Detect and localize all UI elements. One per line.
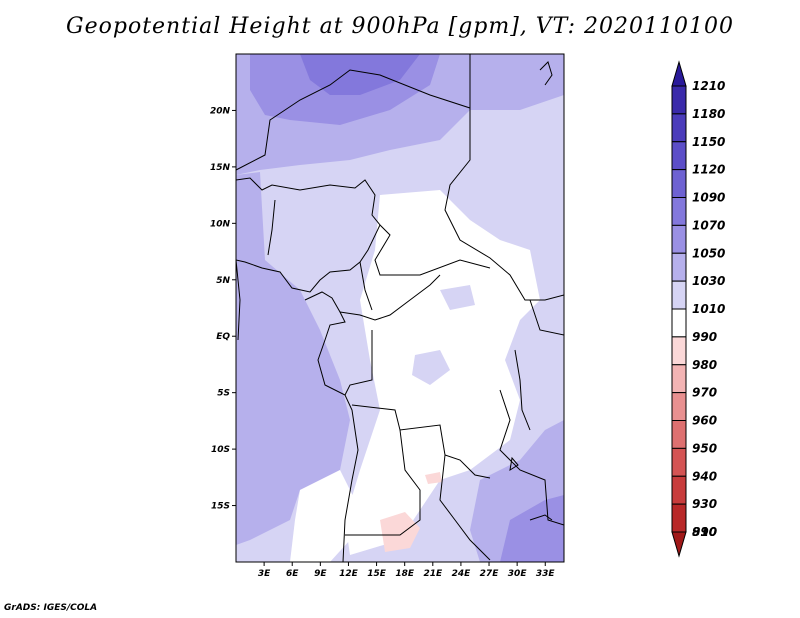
colorbar-swatch [671, 420, 687, 449]
colorbar-swatch [671, 252, 687, 282]
lat-axis: 20N 15N 10N 5N EQ 5S 10S 15S [210, 106, 236, 512]
map-field [236, 54, 564, 562]
lat-tick-label: 10S [211, 445, 230, 455]
colorbar-label: 980 [692, 358, 717, 372]
map-title: Geopotential Height at 900hPa [gpm], VT:… [66, 14, 734, 39]
colorbar-swatch [671, 336, 687, 366]
lon-tick-label: 30E [508, 569, 528, 579]
lat-tick-label: 5S [217, 389, 230, 399]
lon-tick-label: 6E [286, 569, 299, 579]
colorbar-bottom-arrow [671, 531, 687, 558]
lat-tick-label: 5N [216, 276, 230, 286]
colorbar-label: 910 [692, 525, 717, 539]
lon-tick-label: 9E [314, 569, 327, 579]
lat-tick-label: 15N [210, 163, 231, 173]
lat-tick-label: EQ [216, 332, 230, 342]
lon-axis: 3E 6E 9E 12E 15E 18E 21E 24E 27E 30E 33E [258, 562, 556, 579]
colorbar-label: 1070 [692, 218, 725, 232]
lon-tick-label: 3E [258, 569, 271, 579]
lat-tick-label: 20N [210, 106, 231, 116]
colorbar-swatch [671, 447, 687, 477]
lon-tick-label: 21E [423, 569, 443, 579]
colorbar-label: 960 [692, 414, 717, 428]
colorbar-swatch [671, 364, 687, 394]
colorbar-swatch [671, 308, 687, 338]
colorbar-swatch [671, 169, 687, 198]
colorbar-swatch [671, 197, 687, 226]
colorbar-label: 970 [692, 386, 717, 400]
colorbar-label: 1150 [692, 135, 725, 149]
colorbar-swatch [671, 475, 687, 505]
colorbar-swatch [671, 141, 687, 171]
map-frame [235, 53, 565, 563]
lon-tick-label: 27E [480, 569, 500, 579]
colorbar-label: 890 [692, 525, 717, 539]
lon-tick-label: 15E [367, 569, 387, 579]
grads-credit: GrADS: IGES/COLA [4, 603, 98, 613]
lat-tick-label: 15S [211, 502, 230, 512]
colorbar-swatch [671, 85, 687, 115]
field-band-west [236, 172, 350, 545]
colorbar-label: 1030 [692, 274, 725, 288]
lon-tick-label: 33E [536, 569, 556, 579]
colorbar-label: 1120 [692, 163, 725, 177]
colorbar-label: 1010 [692, 302, 725, 316]
colorbar-swatch [671, 392, 687, 421]
colorbar-swatch [671, 503, 687, 533]
field-patch-b [440, 285, 475, 310]
colorbar-label: 1180 [692, 107, 725, 121]
map-borders [236, 54, 564, 562]
lat-tick-label: 10N [210, 219, 231, 229]
colorbar-label: 950 [692, 441, 717, 455]
colorbar-swatch [671, 280, 687, 310]
colorbar-label: 940 [692, 469, 717, 483]
field-band-southeast-2 [500, 495, 564, 562]
colorbar-label: 1050 [692, 246, 725, 260]
colorbar-label: 1090 [692, 191, 725, 205]
colorbar-swatch [671, 113, 687, 143]
lon-tick-label: 24E [452, 569, 472, 579]
colorbar-label: 1210 [692, 79, 725, 93]
colorbar: 1210 1180 1150 1120 1090 1070 1050 1030 1010 990 9… [671, 60, 725, 558]
field-pocket-990-b [425, 472, 442, 484]
colorbar-top-arrow [671, 60, 687, 87]
lon-tick-label: 18E [395, 569, 415, 579]
colorbar-label: 930 [692, 497, 717, 511]
colorbar-swatch [671, 224, 687, 254]
field-patch-a [412, 350, 450, 385]
colorbar-label: 990 [692, 330, 717, 344]
lon-tick-label: 12E [339, 569, 359, 579]
field-pocket-990-a [380, 512, 420, 552]
field-low-southwest [290, 470, 355, 562]
